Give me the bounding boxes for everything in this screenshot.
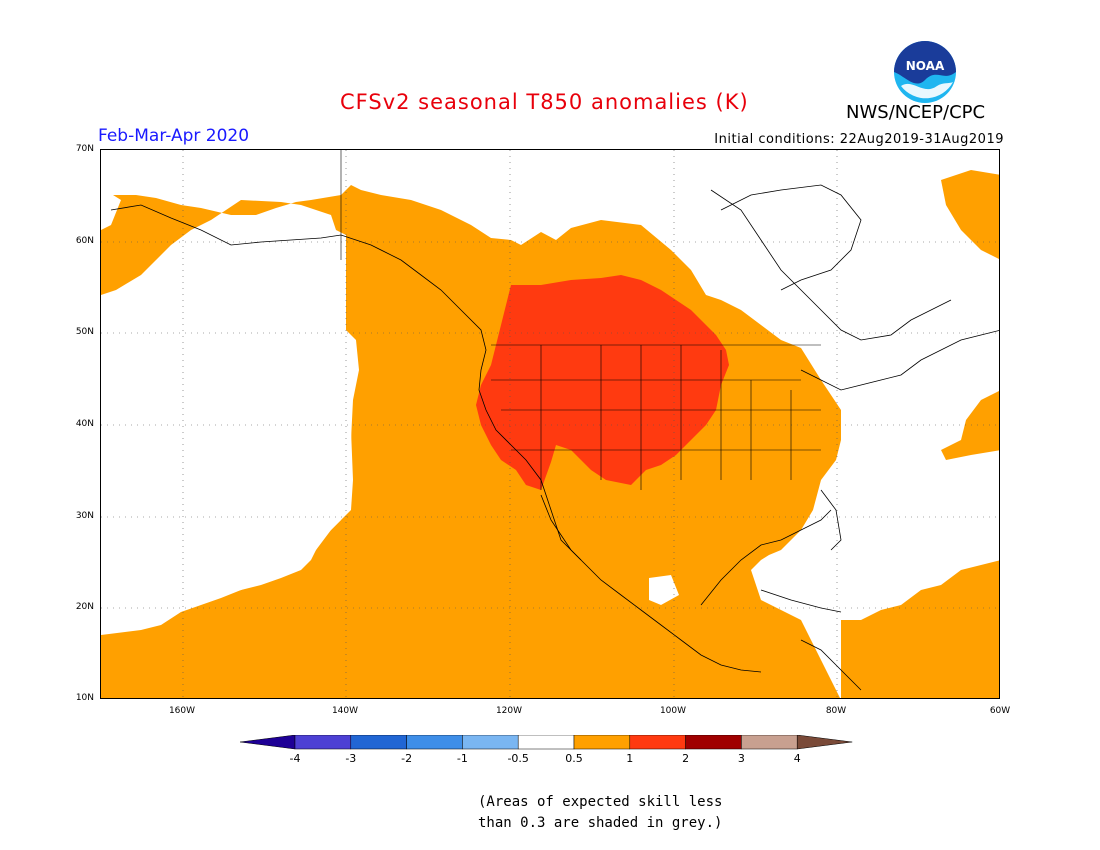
lat-label-60n: 60N bbox=[75, 236, 94, 246]
color-legend bbox=[240, 735, 853, 750]
legend-label: -2 bbox=[401, 752, 413, 765]
legend-swatch-8 bbox=[685, 735, 742, 750]
lon-label-60w: 60W bbox=[989, 706, 1011, 716]
legend-label: -3 bbox=[345, 752, 357, 765]
lat-label-70n: 70N bbox=[75, 144, 94, 154]
legend-label: -1 bbox=[456, 752, 468, 765]
noaa-logo: NOAA bbox=[894, 41, 956, 103]
legend-label: -0.5 bbox=[507, 752, 529, 765]
legend-swatch-9 bbox=[741, 735, 798, 750]
lon-label-80w: 80W bbox=[825, 706, 847, 716]
anomaly-region-atlantic-north-0.5-1 bbox=[941, 391, 999, 460]
legend-swatch-6 bbox=[573, 735, 631, 750]
legend-swatch-10 bbox=[796, 735, 853, 750]
legend-swatch-2 bbox=[350, 735, 407, 750]
lat-label-40n: 40N bbox=[75, 419, 94, 429]
skill-footnote: (Areas of expected skill less than 0.3 a… bbox=[478, 792, 722, 834]
state-borders bbox=[340, 150, 821, 490]
legend-label: 3 bbox=[737, 752, 745, 765]
lat-label-10n: 10N bbox=[75, 693, 94, 703]
neutral-patch-mexico bbox=[649, 575, 679, 605]
map-gridlines bbox=[101, 150, 999, 698]
lon-label-160w: 160W bbox=[168, 706, 196, 716]
forecast-period: Feb-Mar-Apr 2020 bbox=[98, 126, 250, 146]
legend-label: -4 bbox=[289, 752, 301, 765]
lon-label-120w: 120W bbox=[495, 706, 523, 716]
map-canvas bbox=[101, 150, 999, 698]
lat-label-20n: 20N bbox=[75, 602, 94, 612]
initial-conditions: Initial conditions: 22Aug2019-31Aug2019 bbox=[714, 132, 1004, 147]
lon-label-140w: 140W bbox=[331, 706, 359, 716]
legend-label: 1 bbox=[626, 752, 634, 765]
legend-label: 2 bbox=[682, 752, 690, 765]
lon-label-100w: 100W bbox=[659, 706, 687, 716]
neutral-region-pacific bbox=[101, 290, 353, 632]
legend-swatches bbox=[240, 735, 853, 750]
anomaly-region-atlantic-0.5-1 bbox=[841, 560, 999, 698]
legend-swatch-0 bbox=[240, 735, 296, 750]
anomaly-region-1-2 bbox=[476, 275, 729, 490]
legend-swatch-3 bbox=[406, 735, 463, 750]
footnote-line-1: (Areas of expected skill less bbox=[478, 794, 723, 810]
anomaly-region-greenland-0.5-1 bbox=[941, 170, 999, 259]
noaa-logo-text: NOAA bbox=[906, 59, 945, 73]
legend-swatch-5 bbox=[517, 735, 575, 750]
lat-label-30n: 30N bbox=[75, 511, 94, 521]
legend-label: 4 bbox=[793, 752, 801, 765]
organization-label: NWS/NCEP/CPC bbox=[846, 102, 986, 123]
coastlines bbox=[110, 184, 999, 691]
legend-swatch-1 bbox=[294, 735, 352, 750]
legend-swatch-4 bbox=[462, 735, 519, 750]
map-title: CFSv2 seasonal T850 anomalies (K) bbox=[340, 90, 749, 114]
footnote-line-2: than 0.3 are shaded in grey.) bbox=[478, 815, 723, 831]
neutral-patch-alaska bbox=[161, 245, 221, 295]
legend-swatch-7 bbox=[629, 735, 686, 750]
legend-label: 0.5 bbox=[565, 752, 583, 765]
lat-label-50n: 50N bbox=[75, 327, 94, 337]
anomaly-map bbox=[100, 149, 1000, 699]
